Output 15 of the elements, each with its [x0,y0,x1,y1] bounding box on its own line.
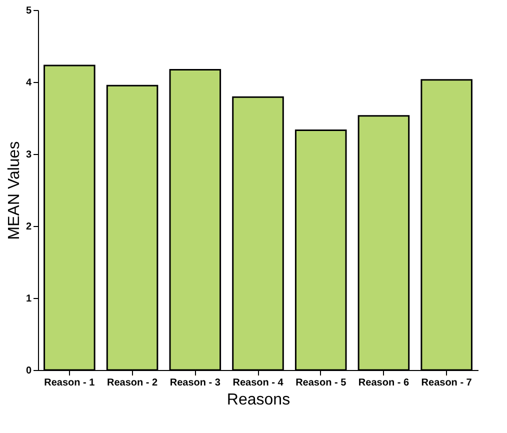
y-tick-label: 3 [26,150,32,160]
y-tick-label: 4 [26,78,32,88]
y-tick-label: 2 [26,222,32,232]
y-axis-title: MEAN Values [6,141,23,240]
x-tick-label: Reason - 3 [170,378,221,388]
x-tick-label: Reason - 2 [106,378,158,388]
y-tick-label: 0 [26,366,32,376]
x-tick-label: Reason - 4 [232,378,284,388]
x-tick-label: Reason - 1 [44,378,96,388]
x-axis-title: Reasons [226,392,290,408]
x-tick-label: Reason - 7 [421,378,472,388]
y-tick-label: 1 [26,294,32,304]
x-tick-label: Reason - 5 [296,378,347,388]
x-tick-label: Reason - 6 [358,378,410,388]
y-tick-label: 5 [26,6,32,16]
